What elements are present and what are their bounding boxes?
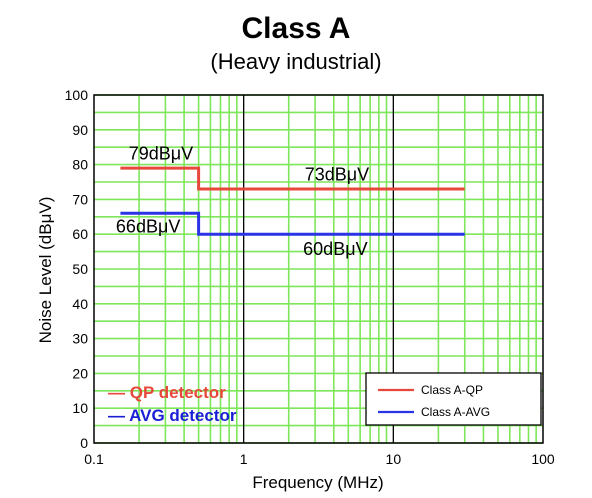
series-line-qp [120, 166, 465, 191]
y-tick-label: 70 [72, 191, 88, 207]
y-tick-label: 90 [72, 122, 88, 138]
y-tick-label: 0 [80, 435, 88, 451]
series-lines [120, 166, 465, 236]
x-tick-label: 100 [531, 451, 555, 467]
y-tick-label: 100 [65, 87, 89, 103]
chart-title: Class A [242, 12, 351, 45]
y-tick-label: 80 [72, 157, 88, 173]
x-axis-label: Frequency (MHz) [252, 473, 383, 492]
tick-labels: 0 10 20 30 40 50 60 70 80 90 100 0.1 1 10 100 [65, 87, 555, 467]
y-tick-label: 40 [72, 296, 88, 312]
chart-subtitle: (Heavy industrial) [210, 49, 381, 74]
y-tick-label: 60 [72, 226, 88, 242]
y-tick-label: 50 [72, 261, 88, 277]
legend-box [365, 372, 542, 426]
value-annotation: 66dBμV [116, 216, 180, 236]
value-annotation: 60dBμV [303, 239, 367, 259]
plot-frame [93, 94, 544, 444]
annotations: 79dBμV 73dBμV 66dBμV 60dBμV [116, 143, 369, 259]
y-tick-label: 30 [72, 331, 88, 347]
legend: Class A-QP Class A-AVG [365, 372, 542, 426]
x-tick-label: 0.1 [84, 451, 104, 467]
legend-label: Class A-AVG [421, 405, 490, 419]
x-tick-label: 1 [240, 451, 248, 467]
value-annotation: 73dBμV [305, 164, 369, 184]
y-tick-label: 20 [72, 365, 88, 381]
series-line-avg [120, 211, 465, 236]
y-tick-label: 10 [72, 400, 88, 416]
x-tick-label: 10 [386, 451, 402, 467]
detector-label-avg: — AVG detector [108, 406, 237, 425]
detector-label-qp: — QP detector [108, 383, 226, 402]
legend-label: Class A-QP [421, 383, 483, 397]
detector-labels: — QP detector — AVG detector [108, 383, 237, 425]
y-axis-label: Noise Level (dBμV) [36, 197, 55, 344]
value-annotation: 79dBμV [129, 143, 193, 163]
